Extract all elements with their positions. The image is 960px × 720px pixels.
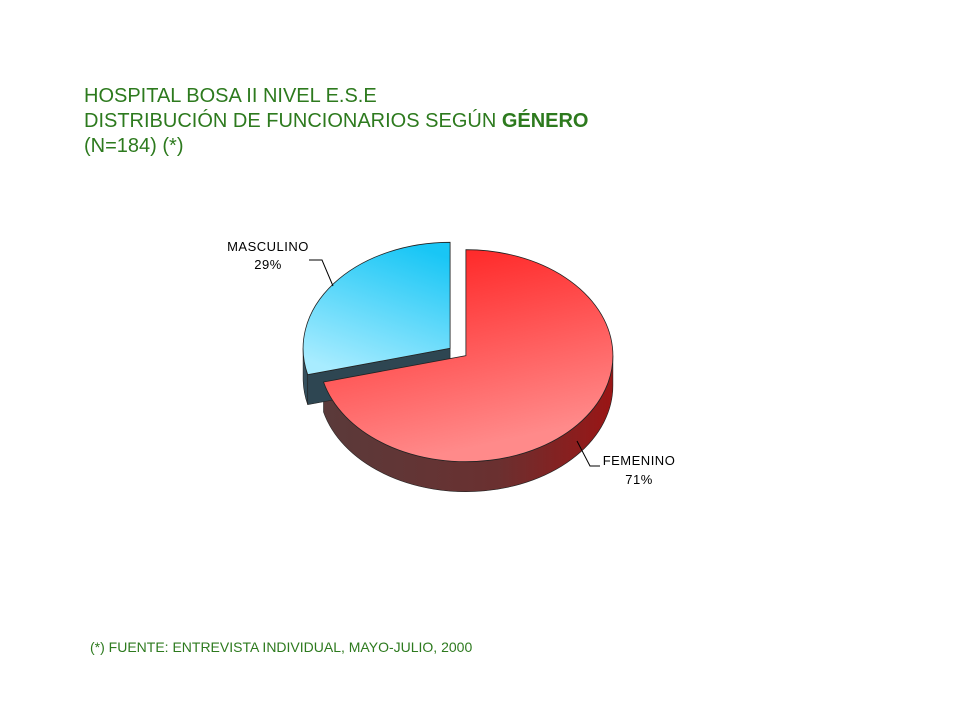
chart-title: HOSPITAL BOSA II NIVEL E.S.E DISTRIBUCIÓ… (84, 84, 589, 159)
label-femenino-percent: 71% (625, 472, 653, 487)
leader-lines (309, 259, 600, 467)
label-masculino-name: MASCULINO (227, 239, 309, 254)
label-masculino-percent: 29% (254, 257, 282, 272)
title-line-2: DISTRIBUCIÓN DE FUNCIONARIOS SEGÚN GÉNER… (84, 109, 589, 134)
pie-slice-masculino (302, 241, 451, 376)
leader-line-femenino (576, 440, 600, 467)
pie-slices (302, 241, 614, 492)
pie-slice-femenino (322, 249, 614, 463)
label-femenino-name: FEMENINO (603, 453, 676, 468)
title-line-1: HOSPITAL BOSA II NIVEL E.S.E (84, 85, 377, 107)
source-note: (*) FUENTE: ENTREVISTA INDIVIDUAL, MAYO-… (90, 639, 473, 655)
title-line-2-emphasis: GÉNERO (501, 110, 589, 132)
title-line-2-prefix: DISTRIBUCIÓN DE FUNCIONARIOS SEGÚN (84, 110, 502, 132)
leader-line-masculino (309, 259, 334, 287)
title-line-3: (N=184) (*) (84, 135, 184, 157)
